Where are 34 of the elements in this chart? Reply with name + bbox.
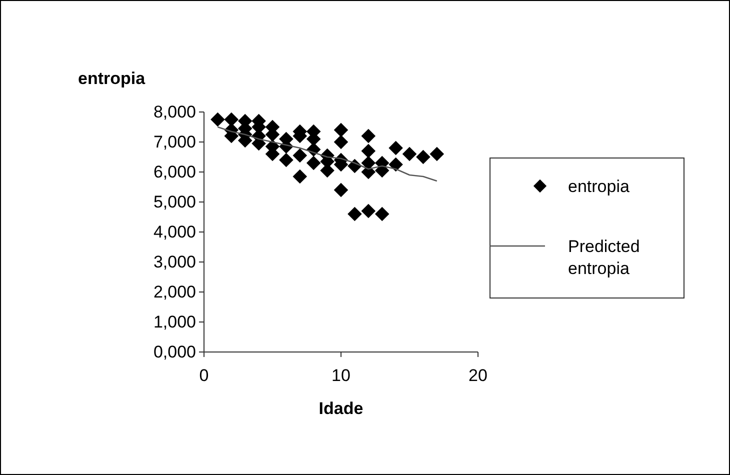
point [292,169,308,184]
x-tick-label: 0 [199,366,209,386]
point [374,206,390,222]
y-axis-title: entropia [78,69,146,88]
point [361,128,376,144]
point [334,134,348,150]
y-tick-label: 7,000 [153,132,196,152]
x-axis-title: Idade [318,399,364,418]
point [430,146,444,162]
point [348,206,362,222]
y-tick-label: 4,000 [153,222,196,242]
x-tick-label: 10 [332,366,350,386]
x-tick-label: 20 [468,366,488,386]
point [292,148,308,163]
point [224,112,239,127]
point [279,152,294,168]
point [361,144,376,158]
point [388,140,403,156]
y-tick-label: 5,000 [153,192,196,212]
y-tick-label: 8,000 [153,102,196,122]
point [361,204,376,218]
y-tick-label: 0,000 [153,342,196,362]
point [416,150,430,164]
point [210,112,225,127]
point [306,156,321,170]
y-tick-label: 3,000 [153,252,196,272]
y-tick-label: 6,000 [153,162,196,182]
point [334,122,348,138]
y-tick-label: 1,000 [153,312,196,332]
point [334,182,348,198]
y-tick-label: 2,000 [153,282,196,302]
legend-label: Predicted entropia [568,237,640,278]
point [402,146,417,162]
legend-label: entropia [568,177,630,196]
